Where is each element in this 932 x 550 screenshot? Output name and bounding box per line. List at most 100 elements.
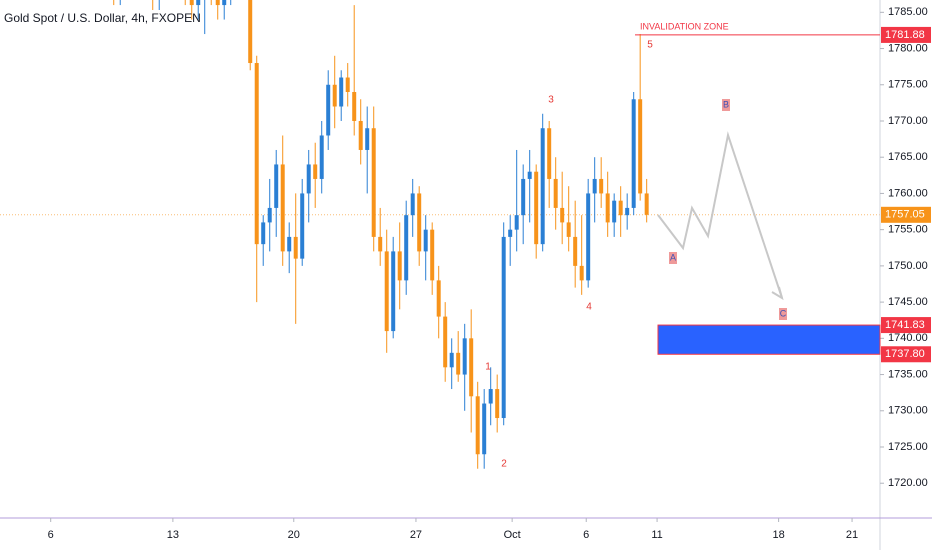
invalidation-label: INVALIDATION ZONE [640,21,729,31]
y-tick-label: 1720.00 [888,477,928,489]
candle-body [618,200,623,216]
candle-body [560,207,565,223]
candle-body [638,99,643,194]
wave-label: 1 [485,362,491,373]
x-tick-label: 11 [651,529,662,541]
candle-body [599,178,604,194]
candle-body [404,215,409,281]
candle-body [436,280,441,317]
y-tick-label: 1730.00 [888,405,928,417]
candle-body [573,236,578,266]
candle-body [540,128,545,245]
candle-body [495,389,500,419]
candle-body [274,164,279,208]
candle-body [521,178,526,216]
candle-body [501,236,506,419]
invalidation-tag-bg [881,26,931,43]
candle-body [391,251,396,332]
y-tick-label: 1775.00 [888,79,928,91]
wave-label: 4 [586,302,592,313]
candle-body [196,0,201,6]
candle-body [384,251,389,332]
x-tick-label: 13 [167,529,179,541]
zone-bottom-tag: 1737.80 [885,348,925,360]
candle-body [358,120,363,150]
candle-body [625,207,630,216]
x-tick-label: 20 [288,529,300,541]
candle-body [449,352,454,368]
candle-body [586,193,591,281]
y-tick-label: 1780.00 [888,42,928,54]
x-tick-label: 6 [583,529,589,541]
wave-label: B [723,99,729,109]
projection-arrow [771,286,784,301]
y-tick-label: 1785.00 [888,6,928,18]
candle-body [300,193,305,259]
candle-body [547,128,552,179]
candle-body [397,251,402,281]
candle-body [254,63,259,245]
x-tick-label: Oct [504,529,521,541]
candle-body [605,193,610,223]
y-tick-label: 1765.00 [888,151,928,163]
candle-body [592,178,597,194]
candle-body [482,403,487,455]
candle-body [443,316,448,368]
candle-body [514,215,519,230]
candle-body [579,265,584,281]
candle-body [326,84,331,136]
wave-label: 5 [647,40,653,51]
candle-body [488,389,493,404]
candle-body [410,193,415,216]
candle-body [306,164,311,194]
y-tick-label: 1725.00 [888,441,928,453]
last-price-tag-bg [881,206,931,223]
projection-path [657,131,783,299]
candle-body [469,338,474,397]
candle-body [644,193,649,215]
plot-area [0,0,880,469]
y-tick-label: 1760.00 [888,187,928,199]
y-tick-label: 1755.00 [888,224,928,236]
candle-body [352,92,357,121]
candle-body [566,222,571,237]
title-bg [0,10,172,28]
x-tick-label: 21 [846,529,858,541]
wave-label: C [780,308,787,318]
candle-body [345,77,350,93]
invalidation-tag: 1781.88 [885,29,925,41]
x-tick-label: 6 [48,529,54,541]
zone-bottom-tag-bg [881,346,931,363]
candle-body [313,164,318,179]
y-tick-label: 1770.00 [888,115,928,127]
candle-body [378,236,383,252]
candle-body [189,0,194,6]
candle-body [280,164,285,252]
wave-label-bg [722,99,730,111]
candle-body [365,128,370,150]
y-tick-label: 1740.00 [888,332,928,344]
candle-body [553,178,558,208]
candle-body [534,171,539,245]
x-tick-label: 27 [410,529,422,541]
candle-body [293,236,298,259]
candle-body [475,396,480,455]
candle-body [261,222,266,245]
candle-body [612,200,617,223]
last-price-tag: 1757.05 [885,209,925,221]
candle-body [631,99,636,208]
candle-body [215,0,220,6]
chart-title: Gold Spot / U.S. Dollar, 4h, FXOPEN [4,11,201,25]
candle-body [287,236,292,252]
candle-body [371,128,376,237]
candle-body [339,77,344,107]
x-tick-label: 18 [772,529,784,541]
candle-body [222,0,227,6]
candle-body [423,229,428,252]
wave-label: 2 [501,459,507,470]
candle-body [332,84,337,107]
candle-body [319,135,324,179]
wave-label-bg [669,252,677,264]
